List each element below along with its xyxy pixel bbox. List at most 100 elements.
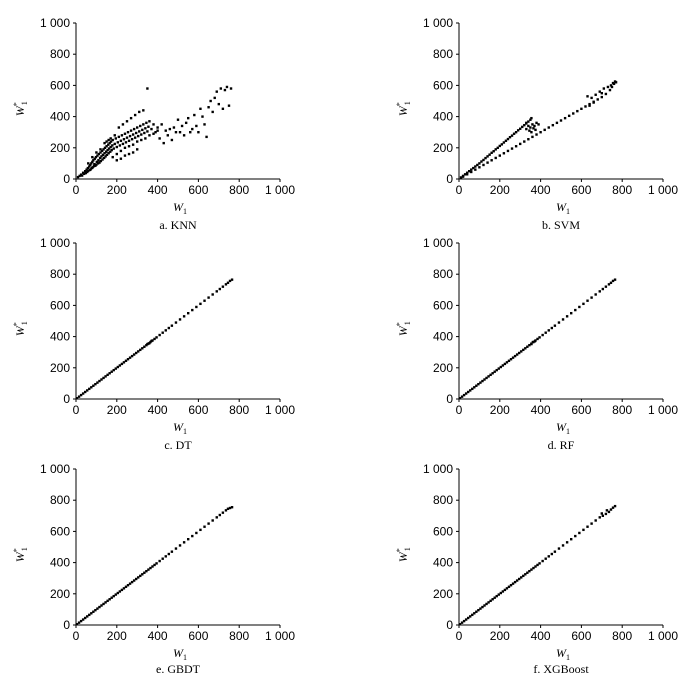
data-point <box>199 528 202 532</box>
data-point <box>100 378 103 381</box>
data-point <box>458 623 462 626</box>
data-point <box>195 124 198 128</box>
data-point <box>81 392 85 395</box>
data-point <box>466 390 470 394</box>
data-point <box>150 127 153 131</box>
data-point <box>133 136 137 139</box>
data-point <box>168 127 172 131</box>
data-point <box>608 88 612 92</box>
data-point <box>611 506 615 509</box>
data-point <box>76 175 80 179</box>
data-point <box>479 607 482 610</box>
data-point <box>588 102 591 106</box>
data-point <box>143 571 146 574</box>
data-point <box>510 147 514 150</box>
data-point <box>112 147 115 150</box>
data-point <box>105 145 108 148</box>
y-tick-label: 0 <box>446 618 453 632</box>
data-point <box>582 528 585 532</box>
data-point <box>228 506 232 510</box>
data-point <box>153 337 156 341</box>
data-point <box>148 120 151 123</box>
y-tick-label: 200 <box>433 141 453 155</box>
data-point <box>120 588 124 592</box>
x-axis-label: W1 <box>173 200 187 216</box>
data-point <box>151 565 154 568</box>
x-tick-label: 400 <box>531 183 551 197</box>
data-point <box>138 110 141 114</box>
data-point <box>120 362 124 366</box>
x-axis-label: W1 <box>556 200 570 216</box>
data-point <box>519 127 522 130</box>
x-tick-label: 400 <box>148 629 168 643</box>
data-point <box>96 154 99 157</box>
data-point <box>158 333 161 337</box>
data-point <box>602 87 606 90</box>
data-point <box>550 552 554 556</box>
data-point <box>121 142 125 146</box>
data-point <box>610 85 614 89</box>
x-tick-label: 200 <box>107 629 127 643</box>
data-point <box>112 368 115 372</box>
data-point <box>87 162 90 165</box>
data-point <box>104 155 107 158</box>
data-point <box>152 132 155 135</box>
data-point <box>605 509 609 512</box>
data-point <box>146 87 149 90</box>
x-tick-label: 400 <box>148 403 168 417</box>
data-point <box>531 135 534 139</box>
data-point <box>178 544 182 547</box>
data-point <box>586 299 589 302</box>
data-point <box>88 165 91 168</box>
data-point <box>550 326 554 330</box>
data-point <box>570 538 573 541</box>
x-tick-label: 400 <box>531 403 551 417</box>
data-point <box>182 541 186 544</box>
data-point <box>473 612 476 615</box>
data-point <box>102 148 105 151</box>
data-point <box>155 336 158 339</box>
data-point <box>491 598 494 601</box>
y-tick-label: 400 <box>50 110 70 124</box>
y-tick-label: 800 <box>50 493 70 507</box>
data-point <box>508 135 512 139</box>
data-point <box>539 131 542 134</box>
data-point <box>95 151 98 154</box>
data-point <box>601 514 605 517</box>
data-point <box>487 375 490 378</box>
y-tick-label: 400 <box>433 330 453 344</box>
data-point <box>94 608 97 612</box>
data-point <box>226 281 230 284</box>
data-point <box>613 278 617 281</box>
data-point <box>600 95 603 99</box>
data-point <box>523 123 526 127</box>
x-tick-label: 0 <box>73 403 80 417</box>
data-point <box>203 123 206 126</box>
data-point <box>490 151 493 154</box>
data-point <box>230 506 234 509</box>
data-point <box>94 382 97 386</box>
data-point <box>525 121 528 125</box>
y-tick-label: 800 <box>50 47 70 61</box>
data-point <box>191 534 194 538</box>
y-tick-label: 1 000 <box>40 236 70 250</box>
data-point <box>134 131 138 135</box>
data-point <box>81 618 85 621</box>
y-tick-label: 800 <box>433 47 453 61</box>
y-tick-label: 1 000 <box>423 16 453 30</box>
data-point <box>111 155 114 159</box>
x-tick-label: 200 <box>490 403 510 417</box>
data-point <box>592 101 595 104</box>
data-point <box>489 373 492 377</box>
x-tick-label: 800 <box>229 403 249 417</box>
data-point <box>553 550 557 553</box>
data-point <box>126 131 130 134</box>
data-point <box>118 144 122 147</box>
data-point <box>486 155 489 158</box>
panel-caption: e. GBDT <box>156 662 201 676</box>
data-point <box>536 563 539 567</box>
data-point <box>122 361 126 364</box>
y-tick-label: 200 <box>50 587 70 601</box>
data-point <box>176 118 180 121</box>
